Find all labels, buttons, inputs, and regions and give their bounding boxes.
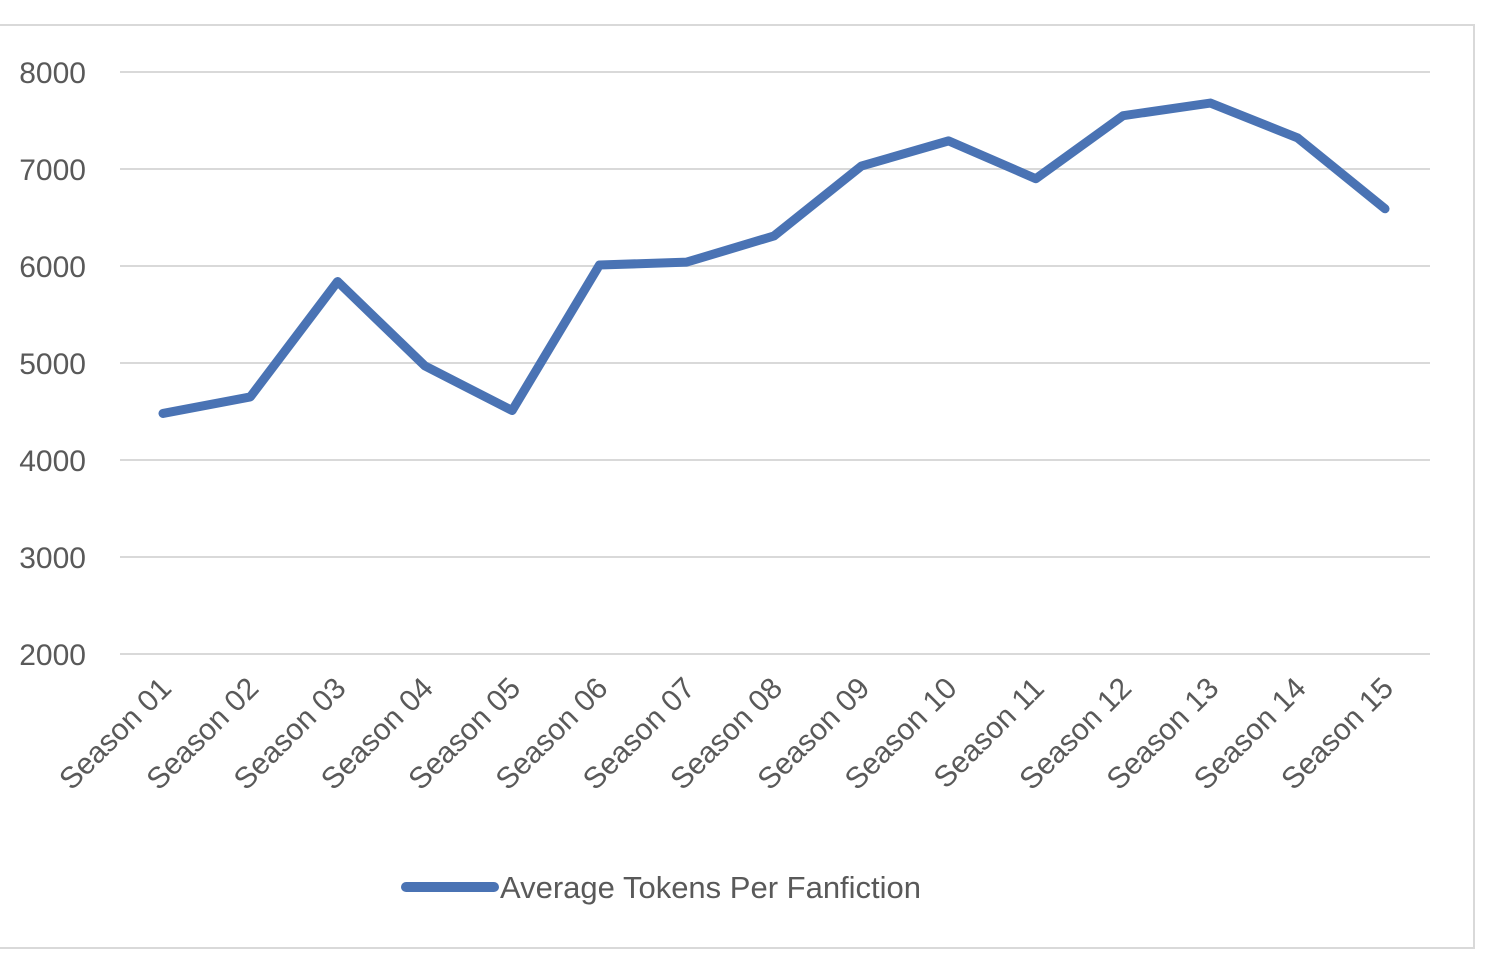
y-tick-label: 3000: [19, 542, 86, 575]
y-tick-label: 5000: [19, 348, 86, 381]
series-lines: [158, 98, 1390, 418]
series-line: [158, 98, 1390, 418]
y-tick-label: 6000: [19, 251, 86, 284]
chart-frame: [0, 24, 1475, 949]
y-tick-label: 4000: [19, 445, 86, 478]
y-tick-label: 2000: [19, 639, 86, 672]
y-tick-label: 8000: [19, 57, 86, 90]
legend: Average Tokens Per Fanfiction: [401, 870, 921, 905]
legend-label: Average Tokens Per Fanfiction: [500, 870, 921, 905]
y-tick-label: 7000: [19, 154, 86, 187]
y-axis-tick-labels: 2000 3000 4000 5000 6000 7000 8000: [19, 57, 86, 672]
gridlines: [120, 71, 1430, 655]
